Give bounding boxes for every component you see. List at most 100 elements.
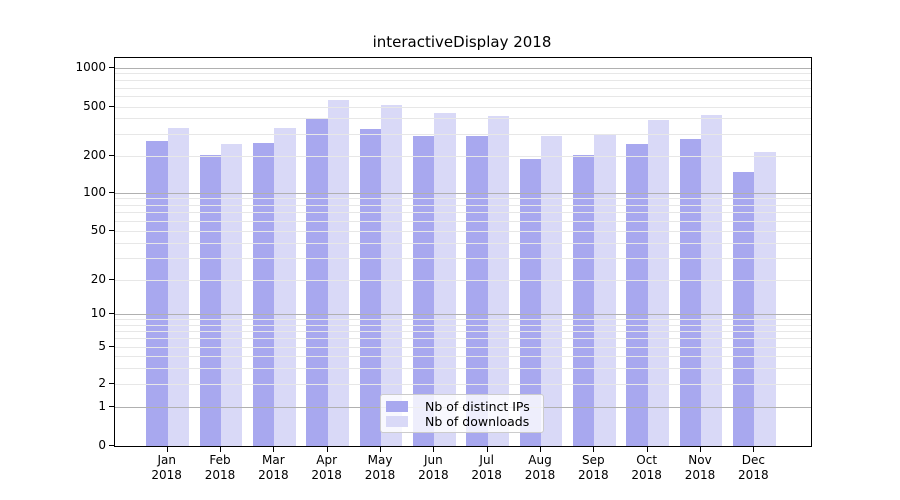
gridline-minor	[115, 73, 811, 75]
x-tick-label: Dec 2018	[738, 453, 769, 482]
bar-downloads-4	[381, 105, 403, 446]
x-tick-label: Feb 2018	[204, 453, 236, 482]
gridline-major	[115, 192, 811, 194]
bar-downloads-3	[327, 99, 349, 446]
y-tick-mark	[109, 313, 114, 314]
bar-downloads-5	[434, 112, 456, 446]
gridline-minor	[115, 324, 811, 326]
x-tick-mark	[753, 447, 755, 452]
gridline-minor	[115, 106, 811, 108]
grid-layer	[115, 58, 811, 446]
bar-ips-1	[199, 154, 222, 446]
gridline-major	[115, 67, 811, 69]
y-tick-label: 20	[90, 272, 106, 286]
bar-ips-0	[146, 141, 168, 446]
y-tick-label: 100	[83, 184, 106, 199]
chart-title: interactiveDisplay 2018	[372, 33, 552, 51]
bar-downloads-0	[167, 127, 189, 446]
bar-ips-3	[306, 119, 328, 446]
gridline-minor	[115, 133, 811, 135]
y-tick-mark	[109, 405, 114, 407]
gridline-minor	[115, 204, 811, 206]
y-tick-mark	[109, 154, 114, 156]
x-tick-mark	[540, 447, 541, 452]
gridline-minor	[115, 330, 811, 332]
gridline-minor	[115, 258, 811, 260]
plot-area: Nb of distinct IPs Nb of downloads	[114, 57, 812, 447]
gridline-minor	[115, 155, 811, 157]
x-tick-mark	[646, 447, 648, 452]
gridline-minor	[115, 383, 811, 385]
y-tick-label: 10	[90, 306, 106, 320]
bar-ips-7	[519, 158, 541, 446]
y-tick-label: 1	[98, 398, 106, 413]
gridline-major	[115, 314, 811, 315]
gridline-minor	[115, 96, 811, 98]
y-tick-mark	[109, 105, 114, 107]
gridline-minor	[115, 355, 811, 357]
gridline-minor	[115, 230, 811, 232]
legend-row: Nb of downloads	[386, 414, 536, 429]
y-tick-mark	[109, 191, 114, 193]
x-tick-label: Apr 2018	[311, 453, 342, 482]
y-tick-mark	[109, 382, 114, 384]
y-tick-mark	[109, 345, 114, 347]
bar-ips-10	[679, 139, 701, 446]
legend-swatch-downloads	[386, 416, 408, 427]
y-tick-label: 1000	[75, 59, 106, 74]
y-tick-label: 5	[98, 338, 106, 353]
gridline-minor	[115, 87, 811, 89]
x-tick-label: Nov 2018	[684, 453, 716, 482]
x-tick-label: May 2018	[364, 453, 396, 482]
x-tick-label: Jan 2018	[151, 453, 182, 482]
gridline-minor	[115, 367, 811, 369]
legend-swatch-distinct-ips	[386, 401, 408, 412]
y-tick-label: 2	[98, 375, 106, 390]
x-tick-label: Jun 2018	[418, 453, 449, 482]
gridline-minor	[115, 346, 811, 348]
legend: Nb of distinct IPs Nb of downloads	[380, 394, 544, 433]
legend-label-downloads: Nb of downloads	[425, 414, 530, 429]
x-tick-mark	[486, 447, 488, 452]
gridline-minor	[115, 319, 811, 320]
bar-downloads-2	[274, 127, 296, 446]
bar-ips-2	[253, 143, 275, 446]
x-tick-mark	[380, 447, 382, 452]
legend-row: Nb of distinct IPs	[386, 399, 536, 414]
legend-label-distinct-ips: Nb of distinct IPs	[425, 399, 530, 414]
bar-ips-8	[573, 154, 595, 446]
x-tick-label: Oct 2018	[631, 453, 662, 482]
gridline-minor	[115, 212, 811, 214]
gridline-minor	[115, 338, 811, 340]
x-tick-mark	[700, 447, 701, 452]
x-tick-mark	[433, 447, 435, 452]
y-tick-mark	[109, 66, 114, 68]
x-tick-mark	[326, 447, 328, 452]
y-tick-label: 0	[98, 438, 106, 452]
gridline-minor	[115, 242, 811, 244]
x-tick-mark	[166, 447, 168, 452]
y-tick-label: 50	[90, 222, 106, 237]
y-tick-mark	[109, 279, 114, 280]
gridline-minor	[115, 220, 811, 222]
bar-ips-9	[626, 143, 648, 446]
y-tick-mark	[109, 229, 114, 231]
gridline-minor	[115, 80, 811, 82]
bar-downloads-9	[647, 120, 669, 446]
x-tick-label: Aug 2018	[524, 453, 556, 482]
x-tick-label: Mar 2018	[258, 453, 289, 482]
x-tick-label: Sep 2018	[578, 453, 609, 482]
gridline-minor	[115, 198, 811, 200]
bar-downloads-11	[754, 151, 776, 446]
bar-ips-11	[733, 172, 755, 446]
y-tick-mark	[109, 445, 114, 446]
bar-downloads-1	[221, 144, 243, 446]
x-tick-mark	[220, 447, 222, 452]
gridline-minor	[115, 280, 811, 281]
bar-ips-4	[359, 129, 382, 446]
y-tick-label: 200	[83, 147, 106, 162]
x-tick-mark	[273, 447, 275, 452]
gridline-minor	[115, 118, 811, 120]
x-tick-label: Jul 2018	[471, 453, 502, 482]
